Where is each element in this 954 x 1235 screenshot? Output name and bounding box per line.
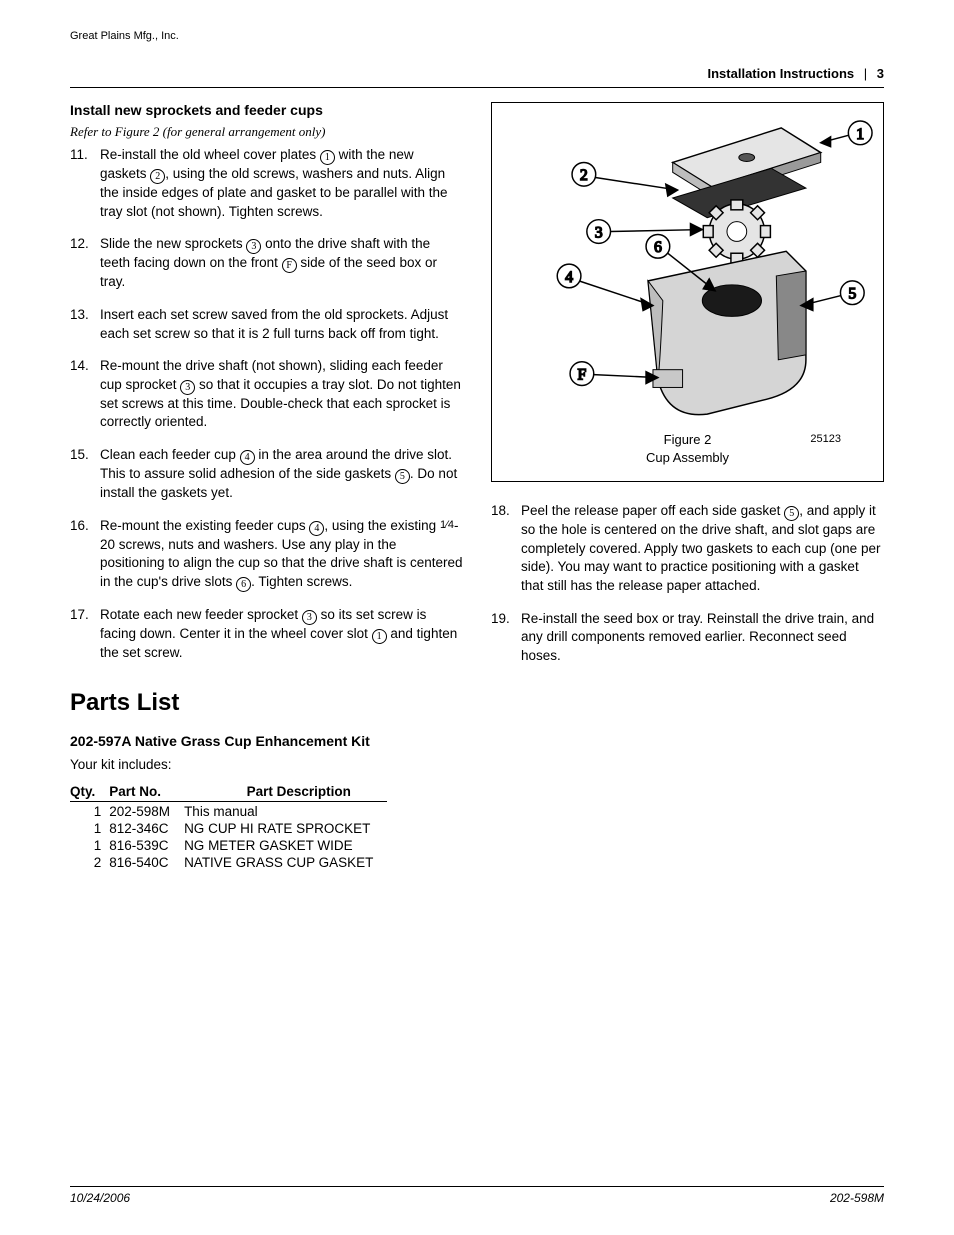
step-15: Clean each feeder cup 4 in the area arou… — [70, 446, 463, 503]
svg-text:3: 3 — [595, 224, 603, 241]
svg-text:F: F — [578, 367, 587, 384]
table-row: 1816-539CNG METER GASKET WIDE — [70, 837, 387, 854]
figure-name: Cup Assembly — [500, 449, 875, 467]
callout-icon: 2 — [150, 169, 165, 184]
callout-icon: 3 — [180, 380, 195, 395]
table-header-row: Qty. Part No. Part Description — [70, 782, 387, 802]
page-header: Installation Instructions | 3 — [70, 66, 884, 88]
steps-list-left: Re-install the old wheel cover plates 1 … — [70, 146, 463, 663]
company-header: Great Plains Mfg., Inc. — [70, 30, 884, 42]
step-13: Insert each set screw saved from the old… — [70, 306, 463, 343]
step-17: Rotate each new feeder sprocket 3 so its… — [70, 606, 463, 663]
cup-assembly-diagram: 1 2 3 6 — [500, 111, 875, 431]
table-row: 1812-346CNG CUP HI RATE SPROCKET — [70, 820, 387, 837]
callout-icon: 1 — [320, 150, 335, 165]
kit-heading: 202-597A Native Grass Cup Enhancement Ki… — [70, 733, 884, 749]
callout-icon: F — [282, 258, 297, 273]
step-16: Re-mount the existing feeder cups 4, usi… — [70, 517, 463, 592]
right-column: 1 2 3 6 — [491, 102, 884, 679]
svg-text:6: 6 — [654, 239, 662, 256]
col-qty: Qty. — [70, 782, 109, 802]
svg-text:1: 1 — [856, 126, 864, 143]
left-column: Install new sprockets and feeder cups Re… — [70, 102, 463, 679]
header-sep: | — [864, 66, 867, 81]
callout-icon: 3 — [302, 610, 317, 625]
step-12: Slide the new sprockets 3 onto the drive… — [70, 235, 463, 292]
table-row: 2816-540CNATIVE GRASS CUP GASKET — [70, 854, 387, 871]
header-title: Installation Instructions — [708, 66, 855, 81]
callout-icon: 3 — [246, 239, 261, 254]
parts-table: Qty. Part No. Part Description 1202-598M… — [70, 782, 387, 871]
steps-list-right: Peel the release paper off each side gas… — [491, 502, 884, 665]
callout-icon: 4 — [240, 450, 255, 465]
figure-2: 1 2 3 6 — [491, 102, 884, 482]
col-partno: Part No. — [109, 782, 184, 802]
figure-reference: Refer to Figure 2 (for general arrangeme… — [70, 124, 463, 140]
callout-icon: 5 — [395, 469, 410, 484]
two-column-layout: Install new sprockets and feeder cups Re… — [70, 102, 884, 679]
fraction: 1⁄4 — [440, 519, 454, 531]
callout-icon: 6 — [236, 577, 251, 592]
callout-icon: 4 — [309, 521, 324, 536]
page-number: 3 — [877, 66, 884, 81]
svg-text:2: 2 — [580, 167, 588, 184]
section-heading: Install new sprockets and feeder cups — [70, 102, 463, 118]
page-footer: 10/24/2006 202-598M — [70, 1186, 884, 1205]
parts-list-heading: Parts List — [70, 689, 884, 717]
callout-icon: 5 — [784, 506, 799, 521]
table-row: 1202-598MThis manual — [70, 802, 387, 821]
step-11: Re-install the old wheel cover plates 1 … — [70, 146, 463, 221]
step-18: Peel the release paper off each side gas… — [491, 502, 884, 596]
col-desc: Part Description — [184, 782, 387, 802]
footer-doc: 202-598M — [830, 1191, 884, 1205]
svg-text:4: 4 — [565, 269, 573, 286]
step-19: Re-install the seed box or tray. Reinsta… — [491, 610, 884, 666]
callout-icon: 1 — [372, 629, 387, 644]
figure-ref-number: 25123 — [810, 433, 841, 445]
footer-date: 10/24/2006 — [70, 1191, 130, 1205]
svg-text:5: 5 — [848, 286, 856, 303]
step-14: Re-mount the drive shaft (not shown), sl… — [70, 357, 463, 432]
kit-includes: Your kit includes: — [70, 757, 884, 772]
